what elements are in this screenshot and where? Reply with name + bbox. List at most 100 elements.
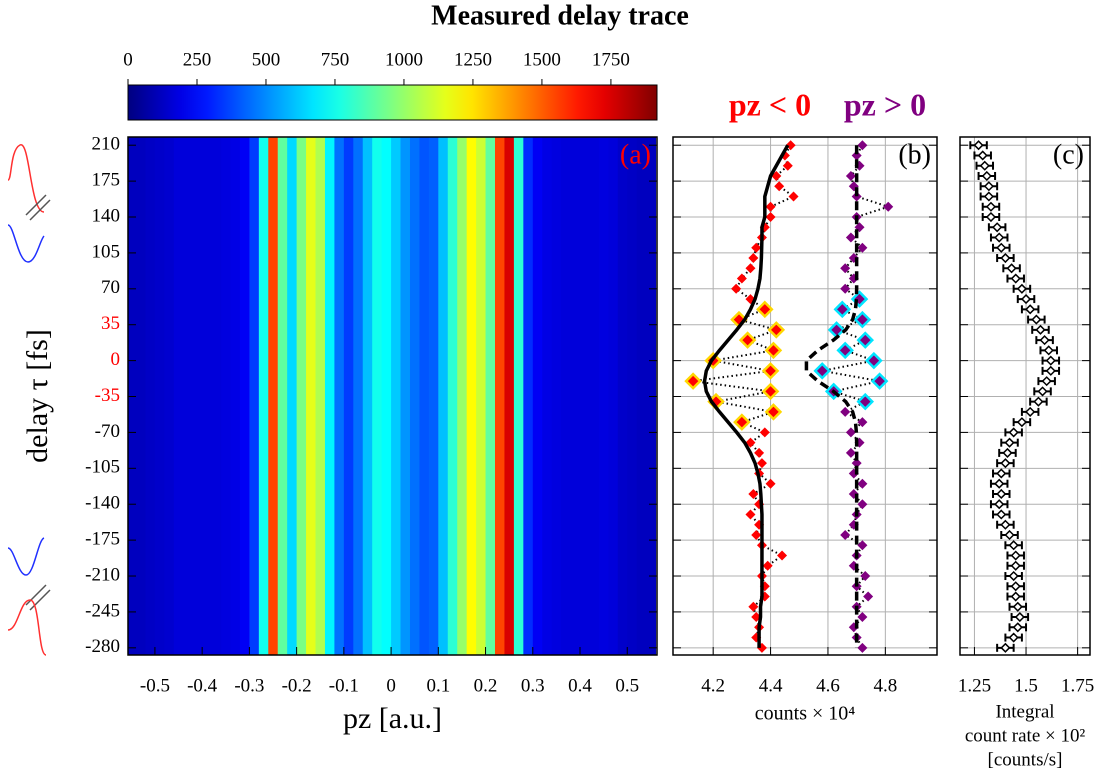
y-tick-label: -175	[85, 528, 120, 549]
heatmap-cell	[589, 137, 600, 655]
colorbar-tick-label: 1250	[454, 49, 492, 70]
heatmap-cell	[306, 137, 317, 655]
heatmap-cell	[598, 137, 609, 655]
colorbar-tick-label: 750	[321, 49, 350, 70]
x-tick-label: -0.5	[140, 675, 170, 696]
pulse-icons	[7, 144, 51, 656]
y-tick-label: -105	[85, 457, 120, 478]
data-point	[1004, 437, 1015, 448]
data-point	[765, 212, 776, 223]
data-point	[857, 499, 868, 510]
data-point	[745, 263, 756, 274]
x-axis-label: [counts/s]	[988, 749, 1063, 770]
data-point	[1025, 304, 1036, 315]
x-tick-label: 1.5	[1014, 675, 1038, 696]
data-point	[845, 232, 856, 243]
heatmap-cell	[438, 137, 449, 655]
data-point	[1008, 632, 1019, 643]
y-tick-label: 105	[92, 241, 121, 262]
data-point	[782, 160, 793, 171]
data-point	[748, 253, 759, 264]
x-tick-label: -0.2	[282, 675, 312, 696]
data-point	[856, 331, 875, 349]
data-point	[774, 181, 785, 192]
heatmap-cell	[334, 137, 345, 655]
y-tick-label: -140	[85, 493, 120, 514]
data-point	[863, 591, 874, 602]
heatmap-cell	[419, 137, 430, 655]
panel-label: (a)	[620, 139, 651, 170]
heatmap-cell	[532, 137, 543, 655]
data-point	[996, 488, 1007, 500]
heatmap-cell	[230, 137, 241, 655]
heatmap-cell	[296, 137, 307, 655]
heatmap-cell	[221, 137, 231, 655]
heatmap-cell	[513, 137, 524, 655]
data-point	[857, 417, 868, 428]
data-point	[994, 499, 1005, 510]
data-point	[860, 571, 871, 582]
data-point	[853, 310, 872, 329]
y-tick-label: 210	[92, 134, 121, 155]
heatmap-cell	[617, 137, 628, 655]
heatmap-cell	[494, 137, 505, 655]
data-point	[857, 642, 868, 653]
x-axis-label: pz [a.u.]	[343, 702, 442, 735]
heatmap-cell	[391, 137, 402, 655]
x-axis-label: count rate × 10²	[965, 725, 1086, 746]
data-point	[851, 150, 862, 161]
plot-frame	[672, 136, 938, 656]
data-point	[1010, 550, 1021, 561]
data-point	[813, 362, 831, 380]
data-point	[1041, 376, 1052, 387]
x-tick-label: 4.2	[701, 675, 725, 696]
pulse-red	[7, 599, 47, 656]
data-point	[1012, 622, 1023, 633]
colorbar-tick-label: 1000	[385, 49, 423, 70]
break-mark	[25, 584, 51, 611]
data-point	[1016, 283, 1027, 294]
data-point	[738, 331, 757, 349]
plot-frame	[959, 136, 1091, 656]
heatmap-cell	[173, 137, 184, 655]
y-tick-label: -210	[85, 564, 120, 585]
data-point	[1033, 396, 1044, 407]
pulse-blue	[7, 537, 45, 576]
heatmap-cell	[561, 137, 572, 655]
x-tick-label: 4.4	[759, 675, 783, 696]
heatmap-cell	[287, 137, 298, 655]
data-point	[764, 341, 783, 360]
data-point	[856, 392, 875, 411]
x-tick-label: 0.5	[615, 675, 639, 696]
data-point	[973, 140, 984, 151]
x-tick-label: 0.4	[568, 675, 592, 696]
data-point	[857, 478, 868, 489]
fit-line	[702, 144, 790, 648]
x-tick-label: -0.3	[234, 675, 264, 696]
heatmap-cell	[646, 137, 657, 655]
panel-label: (c)	[1053, 139, 1084, 170]
heatmap-cell	[542, 137, 553, 655]
heatmap-cell	[145, 137, 156, 655]
y-axis-label: delay τ [fs]	[21, 329, 54, 463]
data-point	[1000, 458, 1011, 469]
data-point	[1016, 417, 1027, 428]
y-tick-label: 140	[92, 205, 121, 226]
legend-label: pz > 0	[844, 86, 926, 122]
data-point	[983, 191, 994, 202]
y-tick-label: -245	[85, 600, 120, 621]
data-point	[833, 300, 852, 319]
x-tick-label: 0.3	[521, 675, 545, 696]
plot-frame	[127, 136, 658, 656]
fit-line	[804, 145, 859, 648]
heatmap-cell	[523, 137, 534, 655]
data-point	[731, 283, 742, 294]
data-point	[767, 321, 786, 339]
x-tick-label: 0	[386, 675, 396, 696]
data-point	[1004, 529, 1015, 541]
x-tick-label: 1.25	[958, 675, 991, 696]
heatmap-cell	[258, 137, 269, 655]
panel-label: (b)	[898, 139, 931, 170]
chart-title: Measured delay trace	[431, 0, 689, 31]
heatmap-cell	[476, 137, 487, 655]
